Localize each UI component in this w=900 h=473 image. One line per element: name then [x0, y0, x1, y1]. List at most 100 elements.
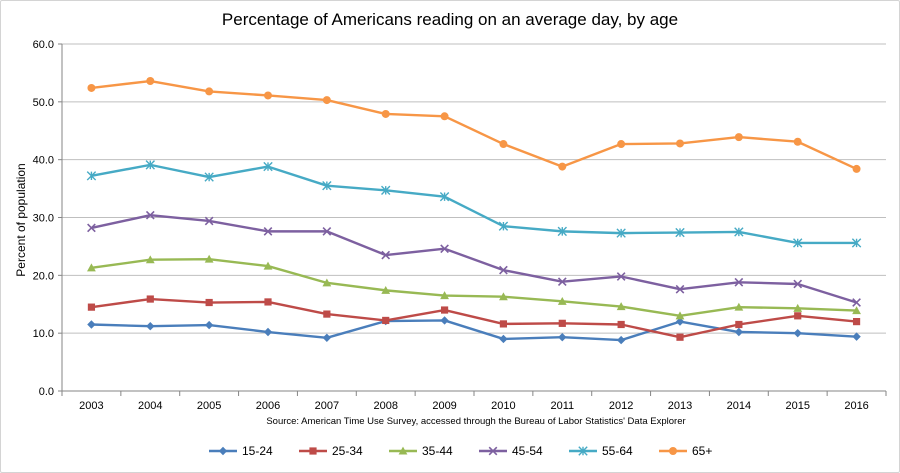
data-point: [145, 255, 155, 264]
data-point: [204, 320, 214, 330]
x-tick-label: 2011: [550, 400, 574, 412]
data-point: [322, 96, 331, 105]
data-point: [381, 285, 391, 294]
series-65+: [87, 77, 861, 173]
legend-marker: [398, 446, 408, 455]
data-point: [557, 296, 567, 305]
data-point: [263, 161, 273, 172]
data-point: [793, 279, 803, 289]
legend-item: 45-54: [479, 444, 543, 458]
series-line: [91, 213, 857, 304]
data-point: [381, 109, 390, 118]
x-tick-label: 2007: [315, 400, 339, 412]
legend-item: 65+: [659, 444, 712, 458]
data-point: [146, 322, 155, 331]
data-point: [851, 238, 862, 248]
data-point: [146, 295, 154, 303]
data-point: [440, 306, 449, 314]
x-tick-label: 2008: [373, 400, 397, 412]
legend-marker: [309, 447, 317, 455]
data-point: [734, 302, 744, 311]
data-point: [675, 227, 685, 238]
data-point: [322, 227, 332, 236]
data-point: [676, 139, 684, 148]
data-point: [617, 320, 625, 329]
data-point: [558, 333, 567, 342]
legend-item: 55-64: [569, 444, 633, 458]
data-point: [204, 254, 214, 263]
data-point: [852, 306, 861, 315]
data-point: [793, 328, 802, 338]
data-point: [145, 210, 155, 220]
data-point: [558, 319, 566, 327]
data-point: [499, 334, 508, 344]
legend-label: 45-54: [512, 444, 543, 458]
data-point: [734, 277, 744, 287]
data-point: [852, 298, 861, 307]
data-point: [558, 162, 567, 171]
y-tick-label: 50.0: [33, 97, 54, 109]
legend-item: 25-34: [299, 444, 363, 458]
data-point: [322, 278, 332, 287]
data-point: [87, 303, 96, 311]
data-point: [322, 333, 332, 342]
data-point: [498, 221, 509, 231]
series-line: [91, 79, 858, 171]
data-point: [499, 140, 508, 149]
y-tick-label: 0.0: [39, 386, 54, 398]
data-point: [264, 91, 272, 100]
data-point: [499, 265, 508, 275]
data-point: [735, 320, 743, 329]
data-point: [676, 333, 684, 341]
y-tick-label: 60.0: [33, 39, 54, 51]
data-point: [322, 180, 332, 191]
y-tick-label: 30.0: [33, 213, 54, 225]
legend-marker: [218, 446, 228, 456]
data-point: [793, 238, 803, 248]
legend-label: 65+: [692, 444, 712, 458]
x-tick-label: 2009: [432, 400, 456, 412]
series-group: [86, 77, 862, 345]
data-point: [557, 277, 567, 287]
data-point: [617, 140, 626, 149]
data-point: [263, 261, 273, 270]
legend-label: 15-24: [242, 444, 273, 458]
data-point: [793, 303, 803, 312]
series-35-44: [87, 254, 861, 320]
legend-label: 35-44: [422, 444, 453, 458]
data-point: [557, 226, 567, 237]
x-tick-label: 2006: [256, 400, 280, 412]
data-point: [675, 317, 685, 326]
legend-item: 15-24: [209, 444, 273, 458]
data-point: [145, 160, 155, 170]
x-tick-label: 2016: [844, 400, 868, 412]
x-tick-label: 2015: [785, 400, 809, 412]
chart-title: Percentage of Americans reading on an av…: [221, 10, 679, 29]
data-point: [794, 312, 802, 320]
data-point: [440, 112, 449, 121]
data-point: [852, 318, 861, 326]
series-45-54: [87, 210, 861, 307]
data-point: [87, 83, 96, 92]
series-line: [91, 163, 857, 245]
data-point: [87, 223, 96, 233]
legend-marker: [669, 447, 677, 455]
legend: 15-24 25-34 35-44 45-54 55-64 65+: [209, 444, 712, 458]
x-tick-label: 2005: [197, 400, 221, 412]
data-point: [852, 164, 861, 173]
source-note: Source: American Time Use Survey, access…: [266, 416, 685, 427]
data-point: [499, 292, 508, 301]
data-point: [440, 291, 449, 300]
x-tick-label: 2012: [609, 400, 633, 412]
data-point: [263, 227, 273, 236]
data-point: [616, 228, 626, 238]
x-tick-label: 2004: [138, 400, 162, 412]
data-point: [793, 137, 802, 146]
data-point: [86, 171, 97, 181]
x-tick-label: 2003: [79, 400, 103, 412]
data-point: [381, 250, 391, 260]
data-point: [87, 263, 96, 272]
legend-label: 25-34: [332, 444, 363, 458]
legend-marker: [488, 446, 498, 456]
